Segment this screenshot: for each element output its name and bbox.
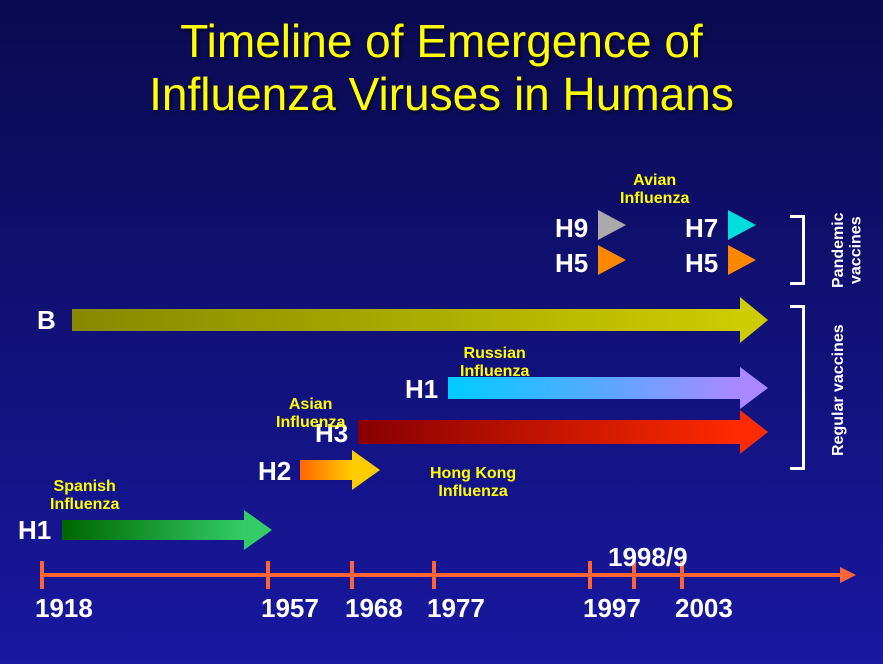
year-1957: 1957 [261, 593, 319, 624]
year-1998-9: 1998/9 [608, 542, 688, 573]
year-1977: 1977 [427, 593, 485, 624]
diagram-canvas: 1918195719681977199720031998/9BH1H2H3H1H… [0, 0, 883, 664]
label-H2: H2 [258, 456, 291, 487]
arrow-h3-hongkong [358, 410, 768, 454]
label-H5-2: H5 [685, 248, 718, 279]
year-1918: 1918 [35, 593, 93, 624]
year-1968: 1968 [345, 593, 403, 624]
arrow-h7 [728, 210, 756, 240]
label-H1-spanish: H1 [18, 515, 51, 546]
bracket-regular [790, 305, 805, 470]
label-B: B [37, 305, 56, 336]
arrow-h2-asian [300, 450, 380, 490]
arrow-h9 [598, 210, 626, 240]
arrow-h5-2 [728, 245, 756, 275]
label-H7: H7 [685, 213, 718, 244]
year-1997: 1997 [583, 593, 641, 624]
label-H5-1: H5 [555, 248, 588, 279]
vaccine-label-regular: Regular vaccines [830, 310, 848, 470]
label-H1-russian: H1 [405, 374, 438, 405]
name-asian: AsianInfluenza [276, 396, 345, 433]
name-spanish: SpanishInfluenza [50, 478, 119, 515]
arrow-b-arrow [72, 297, 768, 343]
name-russian: RussianInfluenza [460, 345, 529, 382]
label-H9: H9 [555, 213, 588, 244]
bracket-pandemic [790, 215, 805, 285]
name-hongkong: Hong KongInfluenza [430, 465, 516, 502]
arrow-h1-spanish [62, 510, 272, 550]
arrow-h5-1 [598, 245, 626, 275]
year-2003: 2003 [675, 593, 733, 624]
name-avian: AvianInfluenza [620, 172, 689, 209]
vaccine-label-pandemic: Pandemicvaccines [830, 210, 865, 290]
